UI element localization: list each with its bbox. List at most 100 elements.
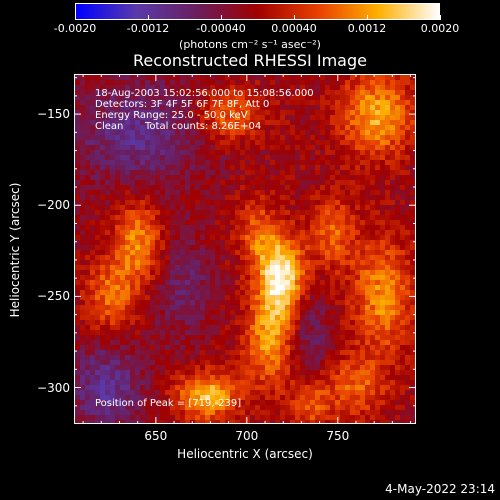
heatmap-cell <box>205 100 210 105</box>
heatmap-cell <box>195 320 200 325</box>
heatmap-cell <box>350 245 355 250</box>
heatmap-cell <box>240 140 245 145</box>
heatmap-cell <box>260 130 265 135</box>
heatmap-cell <box>170 200 175 205</box>
heatmap-cell <box>230 270 235 275</box>
heatmap-cell <box>370 90 375 95</box>
heatmap-cell <box>135 300 140 305</box>
heatmap-cell <box>205 130 210 135</box>
heatmap-cell <box>320 235 325 240</box>
heatmap-cell <box>405 115 410 120</box>
heatmap-cell <box>295 190 300 195</box>
heatmap-cell <box>360 165 365 170</box>
heatmap-cell <box>80 320 85 325</box>
heatmap-cell <box>110 205 115 210</box>
heatmap-cell <box>215 205 220 210</box>
heatmap-cell <box>320 230 325 235</box>
heatmap-cell <box>320 135 325 140</box>
heatmap-cell <box>285 235 290 240</box>
heatmap-cell <box>290 90 295 95</box>
heatmap-cell <box>150 80 155 85</box>
heatmap-cell <box>190 225 195 230</box>
heatmap-cell <box>325 160 330 165</box>
heatmap-cell <box>265 175 270 180</box>
heatmap-cell <box>290 260 295 265</box>
heatmap-cell <box>355 155 360 160</box>
heatmap-cell <box>315 140 320 145</box>
heatmap-cell <box>250 175 255 180</box>
heatmap-cell <box>110 120 115 125</box>
heatmap-cell <box>100 205 105 210</box>
heatmap-cell <box>300 300 305 305</box>
heatmap-cell <box>80 80 85 85</box>
heatmap-cell <box>130 105 135 110</box>
heatmap-cell <box>290 195 295 200</box>
heatmap-cell <box>110 255 115 260</box>
heatmap-cell <box>95 250 100 255</box>
heatmap-cell <box>280 305 285 310</box>
heatmap-cell <box>235 260 240 265</box>
heatmap-cell <box>410 280 415 285</box>
heatmap-cell <box>285 325 290 330</box>
heatmap-cell <box>235 285 240 290</box>
heatmap-cell <box>290 255 295 260</box>
heatmap-cell <box>365 175 370 180</box>
heatmap-cell <box>140 215 145 220</box>
heatmap-cell <box>315 300 320 305</box>
heatmap-cell <box>110 125 115 130</box>
heatmap-cell <box>80 265 85 270</box>
heatmap-cell <box>110 220 115 225</box>
heatmap-cell <box>90 280 95 285</box>
heatmap-cell <box>180 210 185 215</box>
heatmap-cell <box>235 225 240 230</box>
heatmap-cell <box>130 270 135 275</box>
heatmap-cell <box>400 80 405 85</box>
heatmap-cell <box>195 250 200 255</box>
heatmap-cell <box>130 305 135 310</box>
heatmap-cell <box>245 170 250 175</box>
heatmap-cell <box>355 285 360 290</box>
heatmap-cell <box>140 230 145 235</box>
heatmap-cell <box>330 320 335 325</box>
heatmap-cell <box>210 235 215 240</box>
heatmap-cell <box>330 205 335 210</box>
heatmap-cell <box>205 280 210 285</box>
heatmap-cell <box>240 245 245 250</box>
heatmap-cell <box>75 240 80 245</box>
heatmap-cell <box>195 310 200 315</box>
heatmap-cell <box>355 320 360 325</box>
heatmap-cell <box>125 180 130 185</box>
heatmap-cell <box>300 310 305 315</box>
heatmap-cell <box>135 215 140 220</box>
heatmap-cell <box>215 140 220 145</box>
heatmap-cell <box>230 120 235 125</box>
heatmap-cell <box>170 235 175 240</box>
heatmap-cell <box>225 235 230 240</box>
heatmap-cell <box>370 195 375 200</box>
heatmap-cell <box>345 155 350 160</box>
heatmap-cell <box>205 305 210 310</box>
heatmap-cell <box>115 330 120 335</box>
heatmap-cell <box>140 200 145 205</box>
heatmap-cell <box>100 120 105 125</box>
heatmap-cell <box>225 310 230 315</box>
heatmap-cell <box>125 160 130 165</box>
heatmap-cell <box>185 260 190 265</box>
heatmap-cell <box>380 175 385 180</box>
heatmap-cell <box>350 80 355 85</box>
heatmap-cell <box>285 300 290 305</box>
heatmap-cell <box>290 210 295 215</box>
heatmap-cell <box>90 240 95 245</box>
heatmap-cell <box>180 305 185 310</box>
heatmap-cell <box>175 275 180 280</box>
heatmap-cell <box>245 80 250 85</box>
heatmap-cell <box>400 310 405 315</box>
heatmap-cell <box>305 240 310 245</box>
heatmap-cell <box>280 205 285 210</box>
heatmap-cell <box>105 200 110 205</box>
heatmap-cell <box>345 175 350 180</box>
heatmap-cell <box>80 255 85 260</box>
heatmap-cell <box>240 225 245 230</box>
heatmap-cell <box>180 160 185 165</box>
heatmap-cell <box>315 190 320 195</box>
